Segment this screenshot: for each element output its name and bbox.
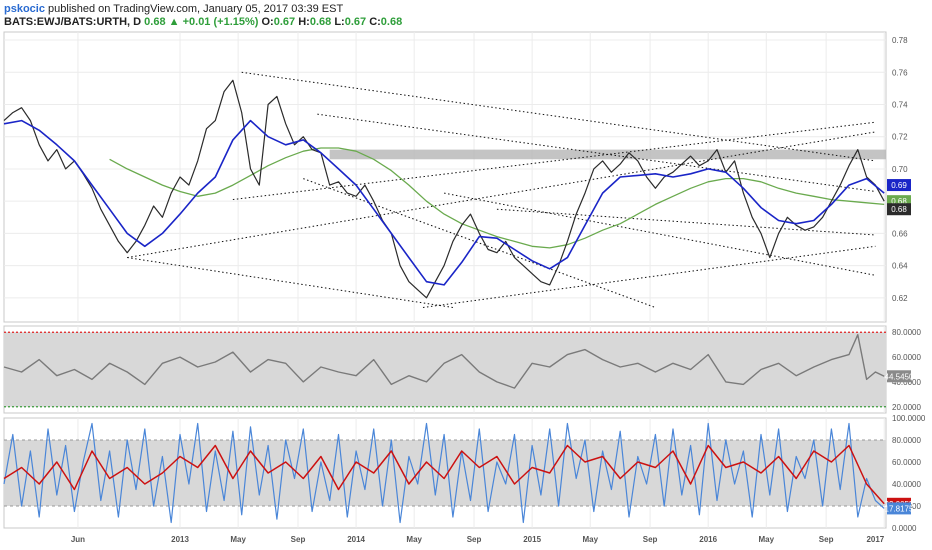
trendline bbox=[241, 71, 876, 162]
x-axis-label: Sep bbox=[291, 535, 306, 544]
x-axis-label: 2014 bbox=[347, 535, 365, 544]
ma-slow-line bbox=[109, 147, 885, 249]
x-axis-label: Jun bbox=[71, 535, 85, 544]
price-line bbox=[3, 79, 885, 299]
stochastic-axis-label: 60.0000 bbox=[892, 458, 921, 467]
up-arrow-icon: ▲ bbox=[168, 16, 180, 28]
price-tag-2-box bbox=[887, 203, 911, 216]
symbol-line: BATS:EWJ/BATS:URTH, D 0.68 ▲ +0.01 (+1.1… bbox=[4, 16, 402, 28]
x-axis-label: 2017 bbox=[866, 535, 884, 544]
publish-info: published on TradingView.com, January 05… bbox=[48, 3, 344, 15]
last-price: 0.68 bbox=[144, 16, 166, 28]
price-tag-0-box bbox=[887, 179, 911, 192]
trendline bbox=[127, 257, 453, 308]
price-axis-label: 0.66 bbox=[892, 229, 908, 238]
rsi-axis-label: 20.0000 bbox=[892, 403, 921, 412]
high-value: 0.68 bbox=[309, 16, 332, 28]
stoch-d-line bbox=[3, 444, 885, 505]
symbol-name: BATS:EWJ/BATS:URTH, D bbox=[4, 16, 142, 28]
trendline bbox=[444, 192, 876, 276]
price-axis-label: 0.64 bbox=[892, 262, 908, 271]
close-value: 0.68 bbox=[380, 16, 403, 28]
price-tag-1: 0.68 bbox=[891, 197, 907, 206]
rsi-value-tag: 44.5450 bbox=[885, 372, 914, 381]
rsi-value-tag-box bbox=[887, 370, 911, 383]
stochastic-axis-label: 100.0000 bbox=[892, 414, 926, 423]
trendline bbox=[303, 178, 656, 308]
high-label: H: bbox=[298, 16, 310, 28]
price-axis-label: 0.74 bbox=[892, 101, 908, 110]
stoch-k-tag: 17.8175 bbox=[885, 504, 914, 513]
x-axis-label: May bbox=[759, 535, 775, 544]
low-label: L: bbox=[334, 16, 345, 28]
stochastic-axis-label: 40.0000 bbox=[892, 480, 921, 489]
stoch-k-tag-box bbox=[887, 502, 911, 515]
trendline bbox=[496, 208, 876, 236]
close-label: C: bbox=[369, 16, 381, 28]
x-axis-label: 2015 bbox=[523, 535, 541, 544]
rsi-axis-label: 40.0000 bbox=[892, 378, 921, 387]
x-axis-label: May bbox=[406, 535, 422, 544]
rsi-band bbox=[4, 332, 886, 407]
price-panel bbox=[3, 31, 887, 323]
trendline bbox=[127, 131, 876, 259]
x-axis-label: May bbox=[582, 535, 598, 544]
open-label: O: bbox=[261, 16, 274, 28]
price-axis-label: 0.76 bbox=[892, 68, 908, 77]
price-axis-label: 0.72 bbox=[892, 133, 908, 142]
rsi-axis-label: 60.0000 bbox=[892, 353, 921, 362]
open-value: 0.67 bbox=[273, 16, 296, 28]
x-axis-label: 2016 bbox=[699, 535, 717, 544]
x-axis-label: 2013 bbox=[171, 535, 189, 544]
stochastic-axis-label: 80.0000 bbox=[892, 436, 921, 445]
ma-fast-line bbox=[3, 119, 885, 286]
price-tag-2: 0.68 bbox=[891, 205, 907, 214]
price-axis-label: 0.70 bbox=[892, 165, 908, 174]
rsi-axis-label: 80.0000 bbox=[892, 328, 921, 337]
price-axis-label: 0.62 bbox=[892, 294, 908, 303]
low-value: 0.67 bbox=[344, 16, 367, 28]
price-axis-label: 0.78 bbox=[892, 36, 908, 45]
x-axis-label: May bbox=[230, 535, 246, 544]
x-axis-label: Sep bbox=[819, 535, 834, 544]
price-tag-0: 0.69 bbox=[891, 181, 907, 190]
rsi-line bbox=[3, 334, 885, 389]
x-axis-label: Sep bbox=[467, 535, 482, 544]
author-name[interactable]: pskocic bbox=[4, 3, 45, 15]
publish-line: pskocic published on TradingView.com, Ja… bbox=[4, 3, 343, 15]
stochastic-axis-label: 0.0000 bbox=[892, 524, 917, 533]
trendline bbox=[422, 245, 876, 308]
x-axis-label: Sep bbox=[643, 535, 658, 544]
price-change: +0.01 (+1.15%) bbox=[182, 16, 259, 28]
stochastic-band bbox=[4, 440, 886, 506]
